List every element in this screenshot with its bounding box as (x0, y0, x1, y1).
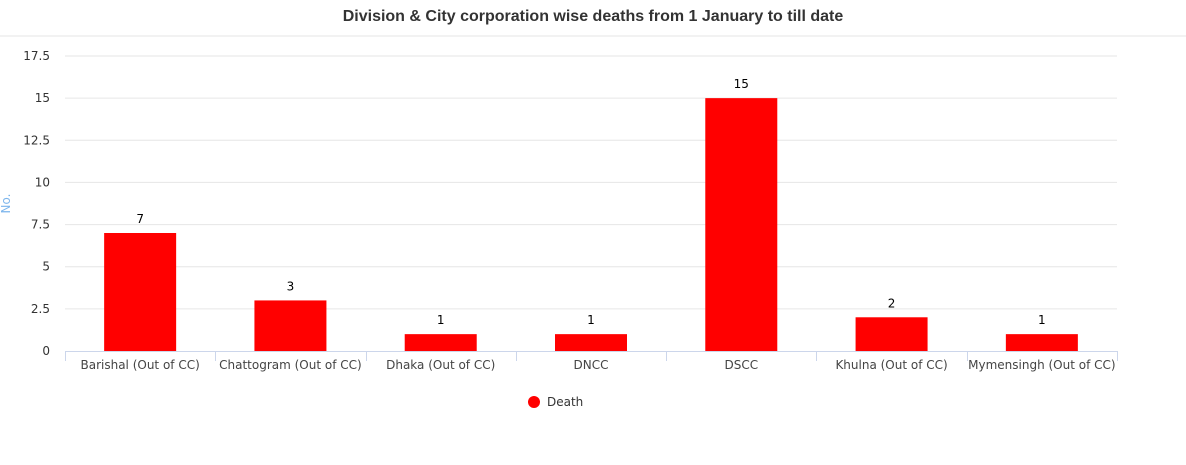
x-axis (65, 351, 1118, 361)
y-tick-label: 5 (42, 260, 50, 274)
data-label: 1 (1038, 313, 1046, 327)
bar[interactable] (104, 233, 177, 351)
x-tick-label: Khulna (Out of CC) (835, 358, 947, 372)
y-tick-label: 0 (42, 344, 50, 358)
chart-title: Division & City corporation wise deaths … (342, 8, 844, 25)
bar[interactable] (555, 334, 627, 351)
legend-label-death: Death (547, 395, 584, 409)
y-tick-label: 2.5 (31, 302, 50, 316)
legend-marker-death (528, 396, 540, 408)
bar-series-death (104, 98, 1078, 352)
legend[interactable]: Death (528, 395, 583, 409)
data-label: 1 (587, 313, 595, 327)
x-tick-label: Barishal (Out of CC) (80, 358, 199, 372)
data-label: 2 (888, 296, 896, 310)
bar[interactable] (705, 98, 778, 352)
bar[interactable] (1005, 334, 1078, 351)
bar[interactable] (254, 300, 327, 351)
gridlines (65, 55, 1117, 310)
y-tick-label: 10 (35, 175, 50, 189)
y-tick-label: 15 (35, 91, 50, 105)
x-tick-label: Chattogram (Out of CC) (219, 358, 362, 372)
data-label: 7 (136, 212, 144, 226)
y-tick-label: 12.5 (23, 133, 50, 147)
data-labels: 7 3 1 1 15 2 1 (136, 77, 1045, 327)
y-tick-label: 17.5 (23, 49, 50, 63)
title-separator (0, 35, 1186, 37)
y-axis-title: No. (0, 194, 13, 214)
data-label: 15 (734, 77, 749, 91)
y-axis-ticks: 0 2.5 5 7.5 10 12.5 15 17.5 (23, 49, 50, 358)
bar[interactable] (855, 317, 928, 351)
x-axis-labels: Barishal (Out of CC) Chattogram (Out of C… (80, 358, 1115, 372)
x-tick-label: DSCC (724, 358, 758, 372)
x-tick-label: Dhaka (Out of CC) (386, 358, 495, 372)
y-tick-label: 7.5 (31, 218, 50, 232)
data-label: 1 (437, 313, 445, 327)
x-tick-label: Mymensingh (Out of CC) (968, 358, 1115, 372)
bar[interactable] (404, 334, 477, 351)
x-tick-label: DNCC (574, 358, 609, 372)
data-label: 3 (287, 279, 295, 293)
